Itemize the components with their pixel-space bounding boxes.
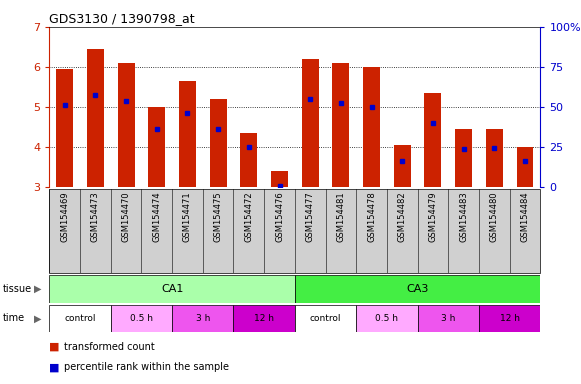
- Bar: [118, 63, 135, 187]
- Bar: [148, 107, 165, 187]
- Bar: [172, 305, 234, 332]
- Bar: [49, 275, 295, 303]
- Text: 3 h: 3 h: [196, 314, 210, 323]
- Bar: [418, 305, 479, 332]
- Text: 0.5 h: 0.5 h: [375, 314, 399, 323]
- Text: GDS3130 / 1390798_at: GDS3130 / 1390798_at: [49, 12, 195, 25]
- Bar: [479, 305, 540, 332]
- Bar: [56, 69, 73, 187]
- Text: GSM154484: GSM154484: [521, 191, 529, 242]
- Text: GSM154475: GSM154475: [214, 191, 223, 242]
- Bar: [295, 305, 356, 332]
- Bar: [87, 49, 104, 187]
- Bar: [295, 275, 540, 303]
- Bar: [332, 63, 349, 187]
- Text: GSM154477: GSM154477: [306, 191, 315, 242]
- Bar: [234, 305, 295, 332]
- Bar: [356, 305, 418, 332]
- Text: GSM154472: GSM154472: [245, 191, 253, 242]
- Text: 12 h: 12 h: [254, 314, 274, 323]
- Text: 12 h: 12 h: [500, 314, 519, 323]
- Bar: [111, 305, 172, 332]
- Text: ▶: ▶: [34, 313, 41, 323]
- Text: tissue: tissue: [3, 284, 32, 294]
- Bar: [517, 147, 533, 187]
- Bar: [271, 170, 288, 187]
- Text: ▶: ▶: [34, 284, 41, 294]
- Bar: [455, 129, 472, 187]
- Text: GSM154469: GSM154469: [60, 191, 69, 242]
- Text: GSM154481: GSM154481: [336, 191, 345, 242]
- Text: GSM154473: GSM154473: [91, 191, 100, 242]
- Bar: [179, 81, 196, 187]
- Text: GSM154479: GSM154479: [428, 191, 437, 242]
- Text: GSM154471: GSM154471: [183, 191, 192, 242]
- Text: control: control: [64, 314, 96, 323]
- Bar: [425, 93, 442, 187]
- Bar: [363, 67, 380, 187]
- Text: percentile rank within the sample: percentile rank within the sample: [64, 362, 229, 372]
- Text: GSM154476: GSM154476: [275, 191, 284, 242]
- Text: GSM154483: GSM154483: [459, 191, 468, 242]
- Text: GSM154480: GSM154480: [490, 191, 499, 242]
- Text: 3 h: 3 h: [441, 314, 456, 323]
- Bar: [302, 59, 318, 187]
- Text: GSM154470: GSM154470: [121, 191, 131, 242]
- Text: transformed count: transformed count: [64, 342, 155, 352]
- Text: control: control: [310, 314, 341, 323]
- Text: time: time: [3, 313, 25, 323]
- Text: GSM154482: GSM154482: [398, 191, 407, 242]
- Text: ■: ■: [49, 362, 60, 372]
- Text: CA3: CA3: [406, 284, 429, 294]
- Text: GSM154478: GSM154478: [367, 191, 376, 242]
- Text: GSM154474: GSM154474: [152, 191, 162, 242]
- Bar: [49, 305, 111, 332]
- Text: 0.5 h: 0.5 h: [130, 314, 153, 323]
- Text: ■: ■: [49, 342, 60, 352]
- Bar: [486, 129, 503, 187]
- Bar: [210, 99, 227, 187]
- Text: CA1: CA1: [161, 284, 184, 294]
- Bar: [241, 133, 257, 187]
- Bar: [394, 145, 411, 187]
